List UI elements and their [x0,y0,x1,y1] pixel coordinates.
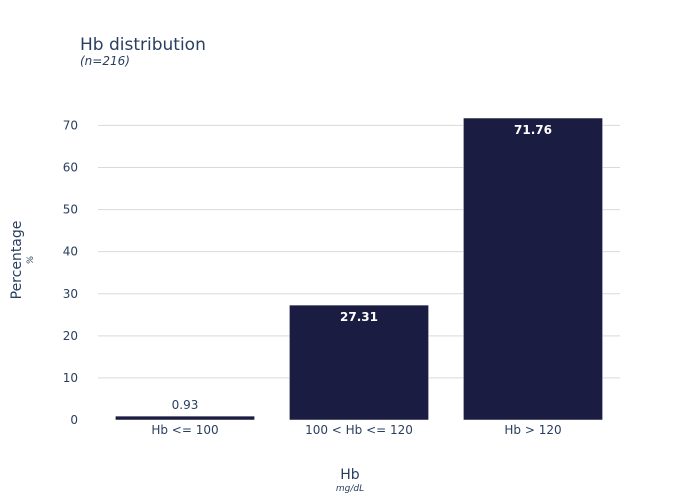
x-axis-unit: mg/dL [336,484,364,494]
bar [115,415,255,421]
y-tick-label: 60 [63,161,78,175]
data-label-layer: 0.93 27.31 71.76 [172,123,552,412]
y-axis-title: Percentage [9,221,25,300]
chart-title: Hb distribution [80,35,206,55]
y-axis-unit: % [26,256,36,265]
y-tick-layer: 0 10 20 30 40 50 60 70 [63,118,78,427]
bar-layer [115,117,603,421]
chart-subtitle: (n=216) [80,54,130,68]
data-label: 27.31 [340,310,378,324]
y-tick-label: 70 [63,118,78,132]
x-axis-title: Hb [340,467,360,483]
bar [463,117,603,421]
y-tick-label: 20 [63,329,78,343]
y-tick-label: 30 [63,287,78,301]
x-tick-label: 100 < Hb <= 120 [305,423,413,437]
y-tick-label: 50 [63,203,78,217]
y-tick-label: 40 [63,245,78,259]
x-tick-label: Hb <= 100 [151,423,218,437]
y-tick-label: 10 [63,371,78,385]
y-tick-label: 0 [70,413,78,427]
data-label: 0.93 [172,398,199,412]
grid-layer [98,124,620,379]
data-label: 71.76 [514,123,552,137]
x-tick-layer: Hb <= 100 100 < Hb <= 120 Hb > 120 [151,423,561,437]
bar [289,304,429,421]
x-tick-label: Hb > 120 [504,423,561,437]
